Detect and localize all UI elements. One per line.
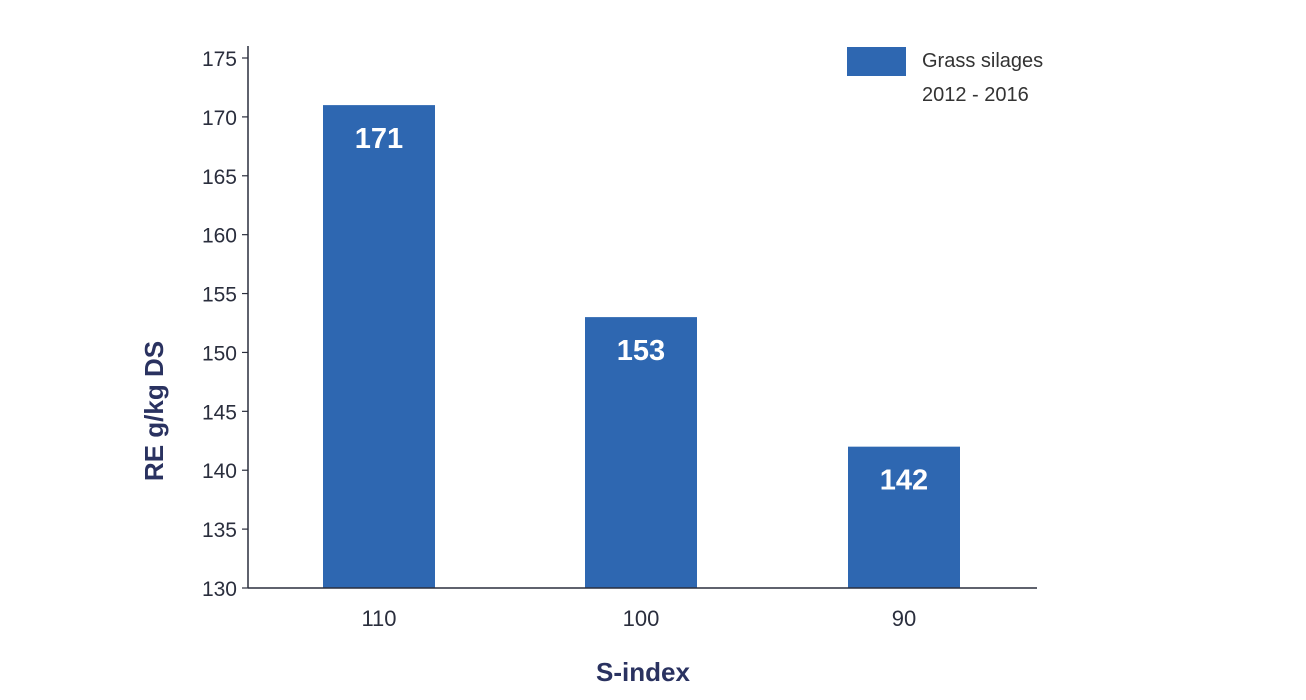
x-axis-title: S-index	[596, 657, 690, 687]
legend-label-line-2: 2012 - 2016	[922, 84, 1029, 106]
y-axis-ticks: 130 135 140 145 150 155 160 165 170 175	[202, 48, 248, 601]
bar-90	[848, 446, 960, 588]
bars-group	[323, 105, 960, 588]
bar-value-label: 142	[880, 465, 928, 497]
legend-swatch	[847, 47, 906, 76]
y-tick-label: 155	[202, 284, 237, 307]
y-tick-label: 170	[202, 107, 237, 130]
x-tick-label: 100	[623, 606, 660, 631]
y-tick-label: 175	[202, 48, 237, 71]
x-axis-ticks: 110 100 90	[361, 606, 916, 631]
x-tick-label: 90	[892, 606, 916, 631]
bar-100	[585, 317, 697, 588]
y-tick-label: 140	[202, 460, 237, 483]
bar-value-labels: 171 153 142	[355, 123, 928, 497]
y-tick-label: 165	[202, 166, 237, 189]
legend: Grass silages 2012 - 2016	[847, 47, 1043, 106]
x-tick-label: 110	[361, 606, 396, 631]
bar-value-label: 171	[355, 123, 403, 155]
legend-label-line-1: Grass silages	[922, 50, 1043, 72]
y-tick-label: 135	[202, 519, 237, 542]
bar-value-label: 153	[617, 335, 665, 367]
y-tick-label: 130	[202, 578, 237, 601]
y-axis-title: RE g/kg DS	[139, 341, 169, 481]
y-tick-label: 150	[202, 342, 237, 365]
bar-110	[323, 105, 435, 588]
y-tick-label: 145	[202, 401, 237, 424]
y-tick-label: 160	[202, 225, 237, 248]
